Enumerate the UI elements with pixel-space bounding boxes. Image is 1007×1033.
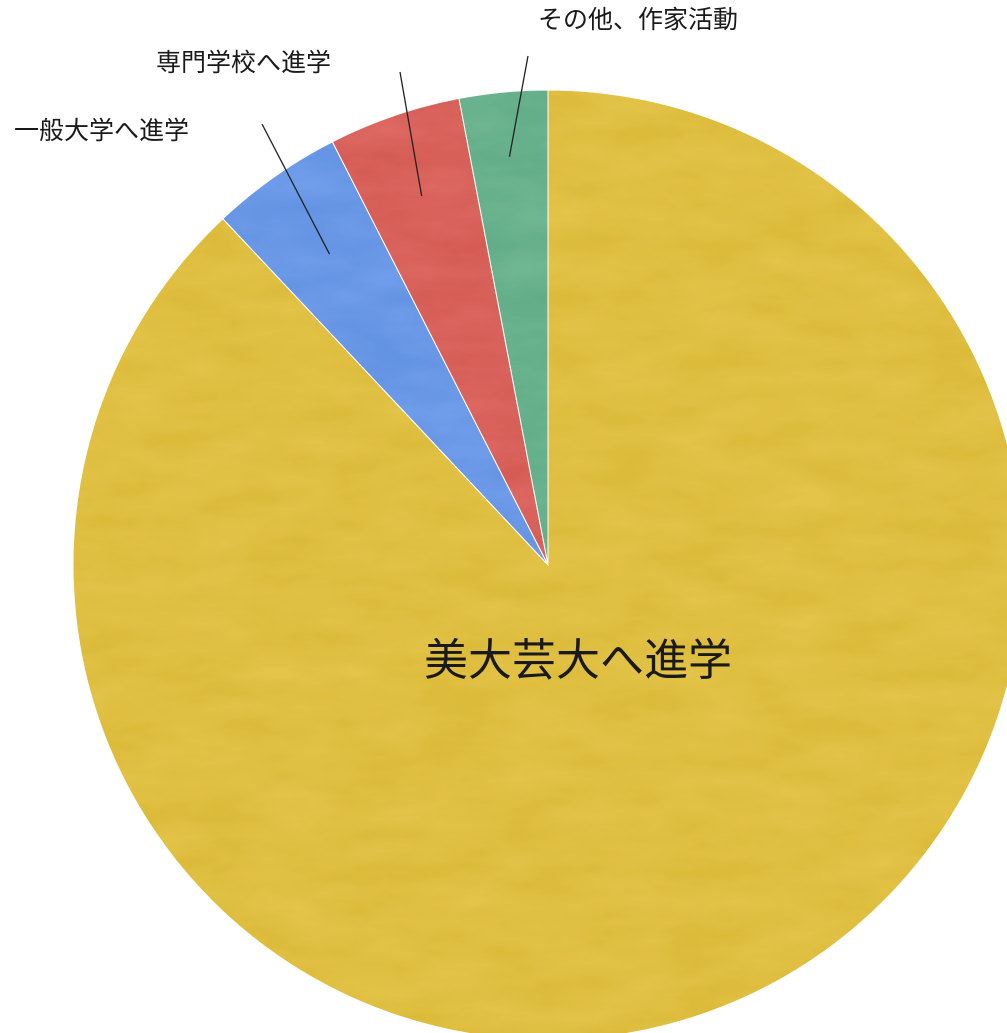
leader-line-other-artist-activity xyxy=(508,55,529,157)
pie-slice-art-university xyxy=(72,89,1007,1033)
slice-label-general-university: 一般大学へ進学 xyxy=(14,116,189,145)
pie-slice-other-artist-activity xyxy=(458,89,549,566)
slice-labels: 美大芸大へ進学 一般大学へ進学 専門学校へ進学 その他、作家活動 xyxy=(14,5,738,686)
slice-label-art-university: 美大芸大へ進学 xyxy=(424,635,732,686)
slice-label-other-artist-activity: その他、作家活動 xyxy=(538,5,738,34)
leader-line-vocational-school xyxy=(399,71,423,197)
label-leader-lines xyxy=(261,55,529,255)
leader-line-general-university xyxy=(261,123,331,255)
pie-slices xyxy=(72,89,1007,1033)
slice-label-vocational-school: 専門学校へ進学 xyxy=(156,48,331,77)
